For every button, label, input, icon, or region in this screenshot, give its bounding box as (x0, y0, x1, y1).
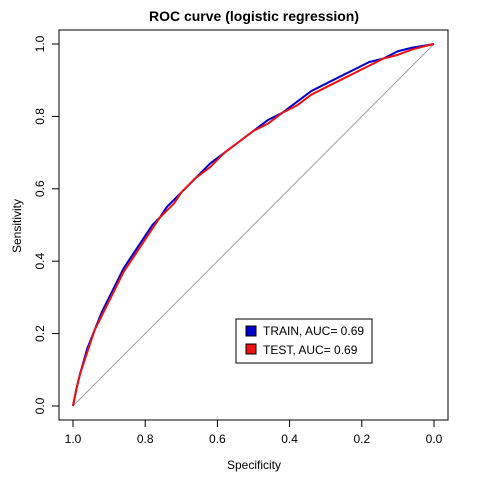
x-axis-label: Specificity (227, 458, 281, 472)
legend-swatch-train (245, 325, 257, 337)
legend-swatch-test (245, 343, 257, 355)
reference-layer (72, 43, 435, 407)
x-tick-label: 1.0 (65, 432, 82, 446)
reference-diagonal (72, 43, 435, 407)
legend-box (235, 318, 373, 364)
chart-title: ROC curve (logistic regression) (149, 8, 359, 24)
y-axis-label: Sensitivity (10, 199, 24, 253)
series-line-test (72, 43, 435, 407)
x-tick-label: 0.4 (281, 432, 298, 446)
y-tick-label: 0.2 (33, 325, 47, 342)
x-tick-label: 0.8 (137, 432, 154, 446)
y-tick-label: 0.8 (33, 108, 47, 125)
legend-label-train: TRAIN, AUC= 0.69 (263, 324, 364, 338)
y-tick-label: 1.0 (33, 35, 47, 52)
y-tick-label: 0.6 (33, 180, 47, 197)
y-tick-label: 0.4 (33, 253, 47, 270)
x-tick-label: 0.6 (209, 432, 226, 446)
legend-label-test: TEST, AUC= 0.69 (263, 343, 358, 357)
x-tick-label: 0.0 (426, 432, 443, 446)
y-tick-label: 0.0 (33, 397, 47, 414)
legend: TRAIN, AUC= 0.69 TEST, AUC= 0.69 (235, 318, 373, 364)
x-tick-label: 0.2 (353, 432, 370, 446)
series-layer (72, 43, 435, 407)
plot-frame (58, 29, 449, 421)
